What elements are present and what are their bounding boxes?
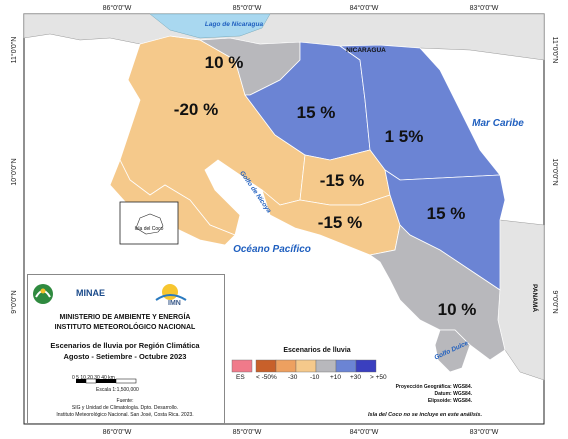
label-south-caribbean: 15 % (427, 204, 466, 223)
imn-logo-text: IMN (168, 300, 181, 307)
coord-left-1: 11°0'0"N (10, 37, 18, 64)
rain-scale-label-6: > +50 (370, 374, 387, 381)
coco-island-shape (135, 213, 164, 235)
label-north-zone: 10 % (205, 53, 244, 72)
label-pacific: Océano Pacífico (233, 244, 311, 255)
label-north-pacific: -20 % (174, 100, 218, 119)
coco-inset (119, 201, 179, 245)
coord-bottom-2: 85°0'0"W (233, 428, 262, 436)
scale-ticks-text: 0 5 10 20 30 40 (72, 375, 107, 381)
institute-title: INSTITUTO METEOROLÓGICO NACIONAL (54, 324, 196, 331)
lake-nicaragua (149, 13, 271, 39)
rain-scale-swatch-3 (295, 359, 317, 373)
label-central-valley: -15 % (320, 171, 364, 190)
map-title-line2: Agosto - Setiembre - Octubre 2023 (63, 352, 187, 361)
coord-bottom-1: 86°0'0"W (103, 428, 132, 436)
rain-scale-swatch-2 (275, 359, 297, 373)
rain-scale-label-5: +30 (350, 374, 362, 381)
rain-scale-label-1: < -50% (256, 374, 277, 381)
coord-bottom-3: 84°0'0"W (350, 428, 379, 436)
coord-top-3: 84°0'0"W (350, 4, 379, 12)
coord-right-2: 10°0'0"N (551, 158, 559, 185)
minae-logo-icon (33, 284, 53, 304)
rain-scale-title: Escenarios de lluvia (283, 347, 351, 354)
ministry-title: MINISTERIO DE AMBIENTE Y ENERGÍA (59, 314, 191, 321)
label-panama: PANAMÁ (531, 284, 540, 312)
coord-top-1: 86°0'0"W (103, 4, 132, 12)
rain-scale-label-0: ES (236, 374, 245, 381)
scale-label: Escala 1:1,500,000 (96, 387, 139, 393)
projection-line3: Elipsoide: WGS84. (427, 398, 472, 404)
label-south-pacific: 10 % (438, 300, 477, 319)
label-north-caribbean: 15 % (297, 103, 336, 122)
scale-bar-icon (76, 378, 137, 384)
region-south-pacific (369, 224, 506, 361)
source-line3: Instituto Meteorológico Nacional. San Jo… (56, 412, 194, 418)
rain-scale-swatch-0 (231, 359, 253, 373)
scale-ticks: 0 5 10 20 30 40 km (72, 375, 115, 381)
coord-left-2: 10°0'0"N (10, 158, 18, 185)
minae-text: MINAE (76, 288, 105, 298)
label-caribbean-sea: Mar Caribe (472, 118, 524, 129)
legend-box (27, 274, 225, 424)
coord-right-1: 11°0'0"N (551, 37, 559, 64)
label-central-pacific: -15 % (318, 213, 362, 232)
rain-scale-label-3: -10 (310, 374, 320, 381)
coord-left-3: 9°0'0"N (10, 290, 18, 313)
rain-scale-legend (231, 359, 377, 373)
coco-label: Isla del Coco (135, 226, 164, 232)
rain-scale-label-2: -30 (288, 374, 298, 381)
coord-top-2: 85°0'0"W (233, 4, 262, 12)
label-caribbean: 1 5% (385, 127, 424, 146)
rain-scale-swatch-6 (355, 359, 377, 373)
imn-logo-icon: IMN (155, 284, 187, 307)
map-title-line1: Escenarios de lluvia por Región Climátic… (50, 341, 200, 350)
source-line2: SIG y Unidad de Climatología. Dpto. Desa… (71, 405, 179, 411)
source-line1: Fuente: (116, 398, 134, 404)
coord-bottom-4: 83°0'0"W (470, 428, 499, 436)
scale-unit-text: km (108, 375, 115, 381)
label-nicaragua: NICARAGUA (346, 47, 386, 54)
coord-top-4: 83°0'0"W (470, 4, 499, 12)
projection-line1: Proyección Geográfica: WGS84. (395, 384, 472, 390)
rain-scale-swatch-1 (255, 359, 277, 373)
coord-right-3: 9°0'0"N (551, 290, 559, 313)
region-osa (434, 329, 471, 373)
rain-scale-label-4: +10 (330, 374, 342, 381)
footnote: Isla del Coco no se incluye en este anál… (368, 412, 483, 418)
rain-scale-swatch-4 (315, 359, 337, 373)
rain-scale-swatch-5 (335, 359, 357, 373)
projection-line2: Datum: WGS84. (434, 391, 472, 397)
label-lake: Lago de Nicaragua (205, 21, 264, 28)
